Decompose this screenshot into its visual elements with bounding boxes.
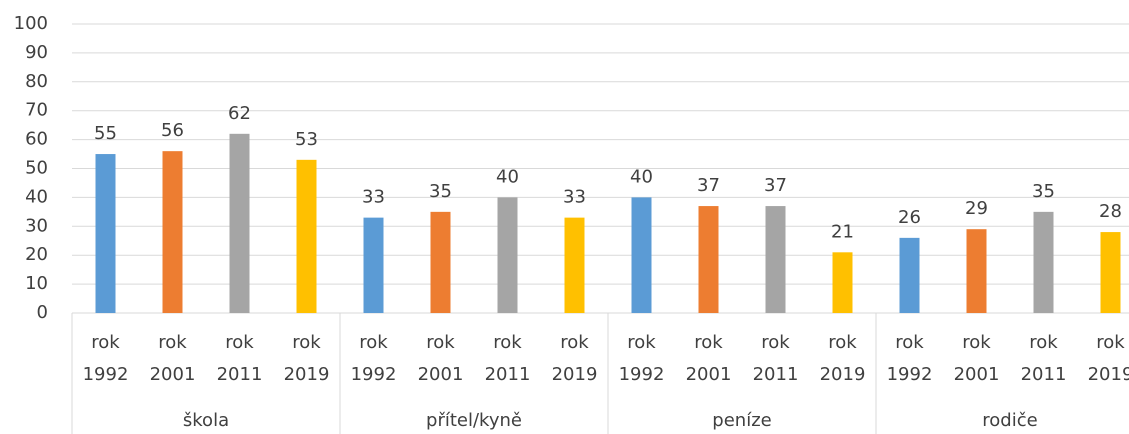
bar (296, 159, 317, 313)
y-tick-label: 10 (25, 273, 48, 294)
bar (966, 229, 987, 313)
bar (363, 217, 384, 313)
bar (832, 252, 853, 313)
group-label: peníze (712, 410, 772, 431)
data-label: 33 (362, 187, 385, 208)
data-label: 28 (1099, 201, 1122, 222)
x-tick-label: rok 2011 (216, 332, 263, 385)
x-tick-label: rok 2001 (149, 332, 196, 385)
bar (229, 133, 250, 313)
data-label: 40 (630, 166, 653, 187)
y-tick-label: 20 (25, 244, 48, 265)
y-tick-label: 80 (25, 71, 48, 92)
x-tick-label: rok 2011 (752, 332, 799, 385)
x-tick-label: rok 2001 (953, 332, 1000, 385)
y-tick-label: 50 (25, 158, 48, 179)
x-tick-label: rok 2019 (551, 332, 598, 385)
x-tick-label: rok 1992 (350, 332, 397, 385)
bar (899, 237, 920, 313)
data-label: 35 (429, 181, 452, 202)
bar (497, 197, 518, 313)
bar (765, 206, 786, 313)
data-label: 21 (831, 221, 854, 242)
bar (162, 151, 183, 313)
data-label: 37 (764, 175, 787, 196)
y-tick-label: 30 (25, 215, 48, 236)
x-tick-label: rok 2019 (819, 332, 866, 385)
data-label: 62 (228, 103, 251, 124)
data-label: 40 (496, 166, 519, 187)
data-label: 26 (898, 207, 921, 228)
data-label: 56 (161, 120, 184, 141)
y-tick-label: 90 (25, 42, 48, 63)
bar (564, 217, 585, 313)
x-tick-label: rok 2019 (1087, 332, 1129, 385)
bar (1100, 232, 1121, 313)
data-label: 33 (563, 187, 586, 208)
x-tick-label: rok 2019 (283, 332, 330, 385)
data-label: 37 (697, 175, 720, 196)
data-label: 29 (965, 198, 988, 219)
x-tick-label: rok 1992 (82, 332, 129, 385)
bar (1033, 211, 1054, 313)
data-label: 35 (1032, 181, 1055, 202)
bar (631, 197, 652, 313)
group-label: přítel/kyně (426, 410, 522, 431)
y-tick-label: 40 (25, 186, 48, 207)
group-label: rodiče (982, 410, 1038, 431)
y-tick-label: 70 (25, 100, 48, 121)
y-tick-label: 100 (14, 13, 48, 34)
x-tick-label: rok 1992 (618, 332, 665, 385)
data-label: 55 (94, 123, 117, 144)
x-tick-label: rok 1992 (886, 332, 933, 385)
x-tick-label: rok 2011 (1020, 332, 1067, 385)
bar (95, 154, 116, 313)
y-tick-label: 0 (37, 302, 48, 323)
group-label: škola (182, 410, 230, 431)
x-tick-label: rok 2011 (484, 332, 531, 385)
x-tick-label: rok 2001 (685, 332, 732, 385)
y-tick-label: 60 (25, 129, 48, 150)
x-tick-label: rok 2001 (417, 332, 464, 385)
data-label: 53 (295, 129, 318, 150)
bar (430, 211, 451, 313)
bar (698, 206, 719, 313)
